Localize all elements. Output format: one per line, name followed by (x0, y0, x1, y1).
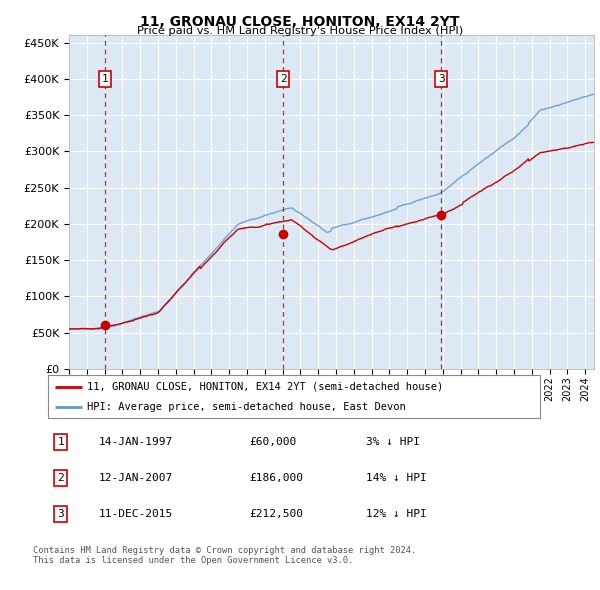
Text: 12-JAN-2007: 12-JAN-2007 (98, 473, 173, 483)
Text: 3: 3 (438, 74, 445, 84)
FancyBboxPatch shape (48, 375, 540, 418)
Text: £212,500: £212,500 (250, 509, 304, 519)
Text: 2: 2 (57, 473, 64, 483)
Text: HPI: Average price, semi-detached house, East Devon: HPI: Average price, semi-detached house,… (88, 402, 406, 412)
Text: £186,000: £186,000 (250, 473, 304, 483)
Text: Contains HM Land Registry data © Crown copyright and database right 2024.
This d: Contains HM Land Registry data © Crown c… (33, 546, 416, 565)
Text: 1: 1 (102, 74, 109, 84)
Text: 2: 2 (280, 74, 287, 84)
Text: 11, GRONAU CLOSE, HONITON, EX14 2YT (semi-detached house): 11, GRONAU CLOSE, HONITON, EX14 2YT (sem… (88, 382, 443, 392)
Text: 14% ↓ HPI: 14% ↓ HPI (365, 473, 426, 483)
Text: 12% ↓ HPI: 12% ↓ HPI (365, 509, 426, 519)
Text: 1: 1 (57, 437, 64, 447)
Text: 11-DEC-2015: 11-DEC-2015 (98, 509, 173, 519)
Text: 11, GRONAU CLOSE, HONITON, EX14 2YT: 11, GRONAU CLOSE, HONITON, EX14 2YT (140, 15, 460, 30)
Text: Price paid vs. HM Land Registry's House Price Index (HPI): Price paid vs. HM Land Registry's House … (137, 26, 463, 36)
Text: £60,000: £60,000 (250, 437, 297, 447)
Text: 3: 3 (57, 509, 64, 519)
Text: 14-JAN-1997: 14-JAN-1997 (98, 437, 173, 447)
Text: 3% ↓ HPI: 3% ↓ HPI (365, 437, 419, 447)
